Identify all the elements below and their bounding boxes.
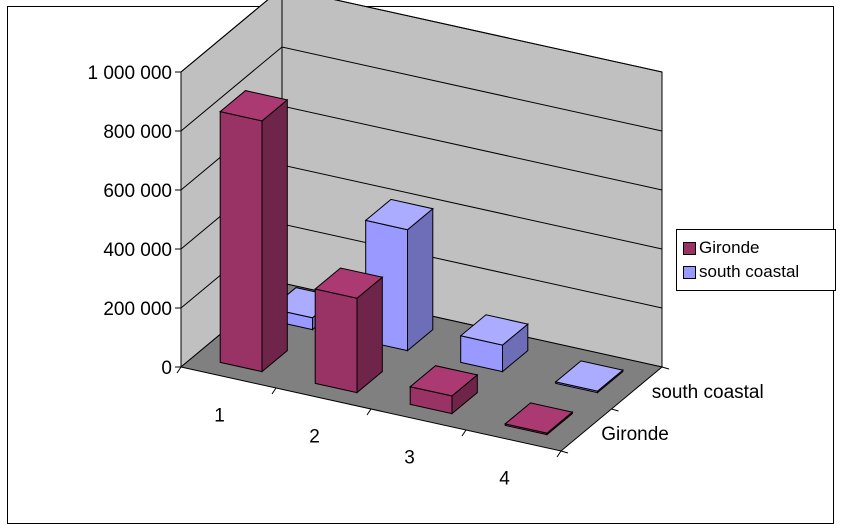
depth-tick [560,450,569,454]
bar-gironde-2 [314,267,384,394]
legend-swatch-gironde [683,241,696,255]
bar-south-coastal-3 [459,314,529,373]
gridline [180,46,663,132]
x-tick [271,387,277,395]
bar-south-coastal-4 [554,360,624,394]
depth-axis-label: south coastal [652,382,764,403]
y-tick-label: 1 000 000 [87,63,172,84]
depth-tick [611,408,619,412]
legend-label-gironde: Gironde [699,238,760,257]
x-tick-label: 2 [309,427,320,448]
y-tick-label: 400 000 [103,240,172,261]
x-tick [176,366,182,374]
legend-item-south-coastal: south coastal [683,261,799,283]
x-tick [461,429,467,437]
y-tick-label: 600 000 [103,181,172,202]
legend: Gironde south coastal [676,229,836,291]
bar-gironde-4 [504,402,574,436]
gridline [180,0,663,73]
legend-swatch-south-coastal [683,265,696,279]
legend-label-south-coastal: south coastal [699,262,800,281]
bar-gironde-3 [409,365,479,415]
bar-gironde-1 [219,90,289,373]
y-tick-label: 0 [161,358,172,379]
depth-tick [661,366,670,370]
x-tick-label: 1 [214,406,225,427]
x-tick [556,450,562,458]
legend-item-gironde: Gironde [683,237,759,259]
y-tick-label: 200 000 [103,299,172,320]
x-tick-label: 4 [499,469,510,490]
depth-axis-label: Gironde [601,424,669,445]
x-tick [366,408,372,416]
y-tick-label: 800 000 [103,122,172,143]
x-tick-label: 3 [404,448,415,469]
